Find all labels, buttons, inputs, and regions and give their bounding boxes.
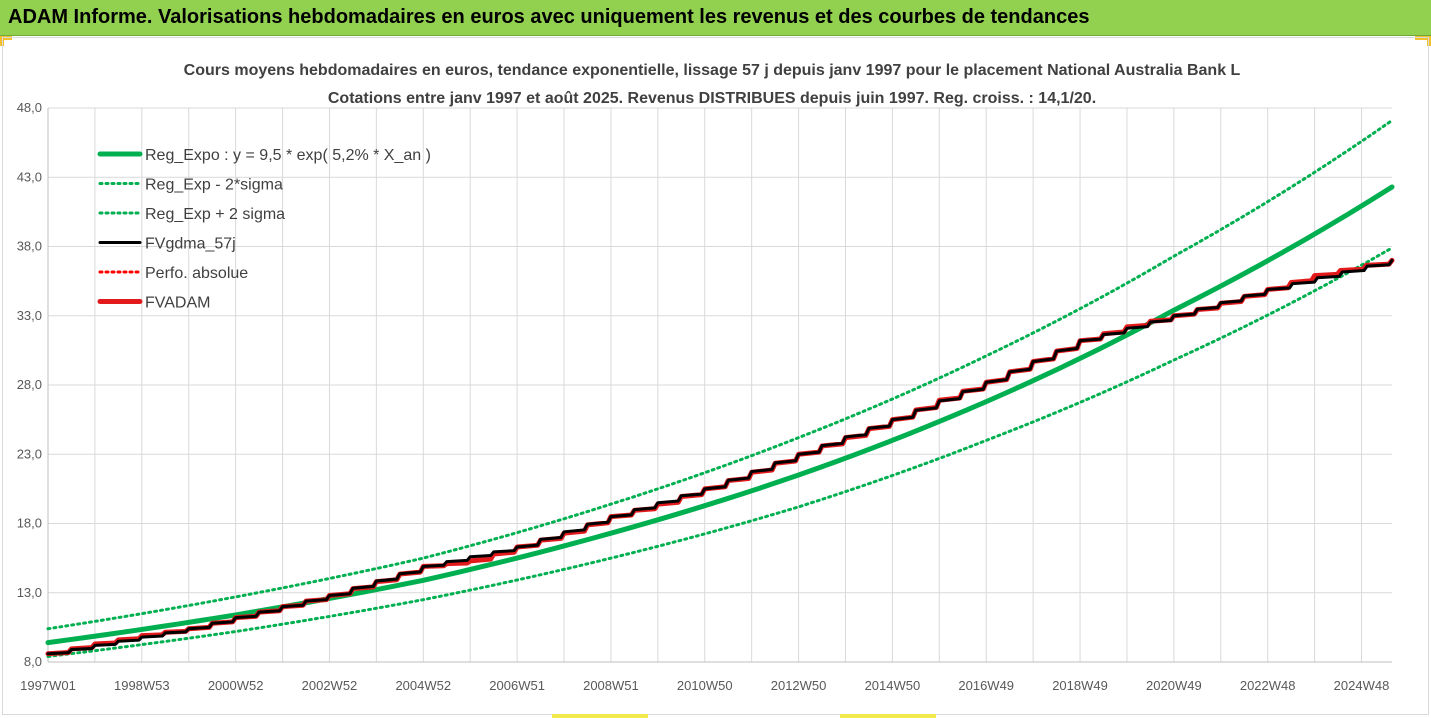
series-line-3 bbox=[46, 258, 1394, 656]
sheet-tab-2 bbox=[840, 714, 936, 718]
legend-label: FVgdma_57j bbox=[145, 236, 236, 253]
y-tick-label: 38,0 bbox=[17, 239, 42, 254]
x-tick-label: 2008W51 bbox=[583, 678, 639, 693]
report-banner: ADAM Informe. Valorisations hebdomadaire… bbox=[0, 0, 1431, 36]
x-tick-label: 2000W52 bbox=[208, 678, 264, 693]
legend-label: FVADAM bbox=[145, 295, 210, 312]
corner-marker-right-h bbox=[1415, 36, 1431, 40]
x-tick-label: 1998W53 bbox=[114, 678, 170, 693]
x-tick-label: 2012W50 bbox=[771, 678, 827, 693]
corner-marker-right bbox=[1427, 36, 1431, 46]
series-layer bbox=[45, 118, 1395, 658]
series-line-0 bbox=[45, 184, 1395, 646]
y-tick-label: 8,0 bbox=[24, 654, 42, 669]
y-tick-label: 28,0 bbox=[17, 377, 42, 392]
x-tick-label: 2002W52 bbox=[302, 678, 358, 693]
x-tick-label: 2016W49 bbox=[958, 678, 1014, 693]
corner-marker-left-h bbox=[0, 36, 12, 40]
chart-frame bbox=[2, 37, 1429, 715]
x-tick-label: 2014W50 bbox=[865, 678, 921, 693]
y-tick-label: 13,0 bbox=[17, 585, 42, 600]
x-tick-label: 2004W52 bbox=[395, 678, 451, 693]
x-tick-label: 2010W50 bbox=[677, 678, 733, 693]
axes: 8,0 13,0 18,0 23,0 28,0 33,0 38,0 43,0 48,0 1997W… bbox=[17, 100, 1392, 693]
x-tick-label: 2006W51 bbox=[489, 678, 545, 693]
series-line-2 bbox=[46, 118, 1394, 631]
legend-label: Perfo. absolue bbox=[145, 265, 248, 282]
legend-label: Reg_Exp + 2 sigma bbox=[145, 206, 285, 223]
chart-title: Cours moyens hebdomadaires en euros, ten… bbox=[184, 62, 1241, 79]
x-tick-label: 1997W01 bbox=[20, 678, 76, 693]
sheet-tab-1 bbox=[552, 714, 648, 718]
x-tick-label: 2020W49 bbox=[1146, 678, 1202, 693]
x-tick-label: 2022W48 bbox=[1240, 678, 1296, 693]
y-tick-label: 33,0 bbox=[17, 308, 42, 323]
chart-subtitle: Cotations entre janv 1997 et août 2025. … bbox=[328, 90, 1096, 107]
legend-label: Reg_Exp - 2*sigma bbox=[145, 177, 283, 194]
x-tick-label: 2018W49 bbox=[1052, 678, 1108, 693]
y-tick-label: 18,0 bbox=[17, 516, 42, 531]
report-title: ADAM Informe. Valorisations hebdomadaire… bbox=[8, 6, 1090, 28]
x-tick-label: 2024W48 bbox=[1334, 678, 1390, 693]
y-tick-label: 43,0 bbox=[17, 169, 42, 184]
legend: Reg_Expo : y = 9,5 * exp( 5,2% * X_an ) R… bbox=[97, 147, 431, 312]
y-tick-label: 23,0 bbox=[17, 446, 42, 461]
series-line-1 bbox=[46, 246, 1394, 658]
grid bbox=[47, 107, 1392, 663]
legend-label: Reg_Expo : y = 9,5 * exp( 5,2% * X_an ) bbox=[145, 147, 431, 164]
y-tick-label: 48,0 bbox=[17, 100, 42, 115]
